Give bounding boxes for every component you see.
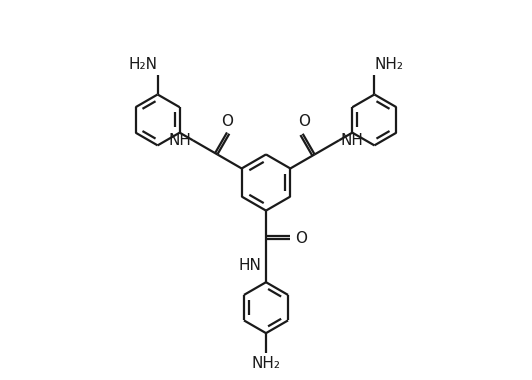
Text: NH: NH [168, 133, 191, 148]
Text: O: O [298, 114, 311, 129]
Text: HN: HN [238, 258, 261, 273]
Text: O: O [221, 114, 234, 129]
Text: O: O [295, 231, 307, 246]
Text: H₂N: H₂N [129, 57, 157, 72]
Text: NH₂: NH₂ [252, 356, 280, 371]
Text: NH: NH [341, 133, 364, 148]
Text: NH₂: NH₂ [375, 57, 403, 72]
